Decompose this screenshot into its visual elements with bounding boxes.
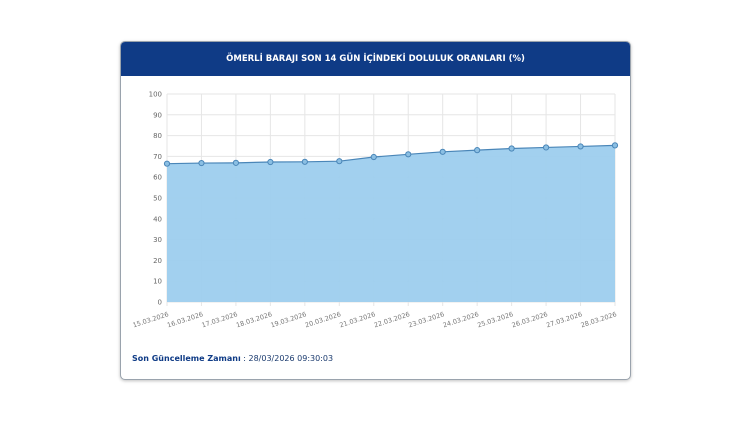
x-tick-label: 17.03.2026	[201, 310, 239, 329]
data-point	[267, 158, 274, 166]
y-tick-label: 70	[153, 153, 162, 161]
y-tick-label: 60	[153, 174, 162, 182]
data-point	[370, 153, 377, 161]
x-tick-label: 21.03.2026	[339, 310, 377, 329]
x-tick-label: 19.03.2026	[270, 310, 308, 329]
x-tick-label: 27.03.2026	[545, 310, 583, 329]
data-point	[542, 144, 550, 151]
x-tick-label: 25.03.2026	[476, 310, 514, 329]
last-update-value: : 28/03/2026 09:30:03	[243, 354, 334, 363]
last-update: Son Güncelleme Zamanı : 28/03/2026 09:30…	[132, 354, 333, 363]
y-tick-label: 10	[153, 278, 162, 286]
x-tick-label: 18.03.2026	[235, 310, 273, 329]
chart-title: ÖMERLİ BARAJI SON 14 GÜN İÇİNDEKİ DOLULU…	[121, 42, 630, 76]
series-line	[166, 144, 616, 165]
x-tick-label: 23.03.2026	[407, 310, 445, 329]
y-tick-label: 50	[153, 195, 162, 203]
data-point	[336, 158, 343, 165]
area-chart: 0 10 20 30 40 50 60 70 80 90 100 15.03.202616.03.20…	[132, 91, 619, 329]
chart-card: ÖMERLİ BARAJI SON 14 GÜN İÇİNDEKİ DOLULU…	[120, 41, 631, 380]
y-tick-label: 30	[153, 236, 162, 244]
data-point	[301, 158, 308, 165]
data-point	[405, 151, 412, 158]
x-tick-label: 26.03.2026	[511, 310, 549, 329]
x-tick-label: 22.03.2026	[373, 310, 411, 329]
y-tick-label: 80	[153, 132, 162, 140]
data-point	[577, 143, 584, 150]
y-tick-label: 0	[158, 299, 162, 307]
data-point	[439, 148, 446, 155]
data-point	[163, 160, 171, 167]
x-tick-label: 28.03.2026	[580, 310, 618, 329]
data-point	[611, 142, 619, 149]
y-tick-label: 90	[153, 111, 162, 119]
x-tick-label: 20.03.2026	[304, 310, 342, 329]
x-tick-label: 24.03.2026	[442, 310, 480, 329]
y-tick-label: 20	[153, 257, 162, 265]
y-tick-label: 40	[153, 215, 162, 223]
x-tick-label: 15.03.2026	[132, 310, 170, 329]
data-point	[232, 159, 240, 166]
last-update-label: Son Güncelleme Zamanı	[132, 354, 241, 363]
data-point	[198, 159, 205, 167]
area-fill	[167, 145, 615, 302]
x-tick-label: 16.03.2026	[166, 310, 204, 329]
y-tick-label: 100	[149, 91, 162, 99]
data-point	[508, 145, 515, 152]
data-point	[474, 147, 481, 154]
